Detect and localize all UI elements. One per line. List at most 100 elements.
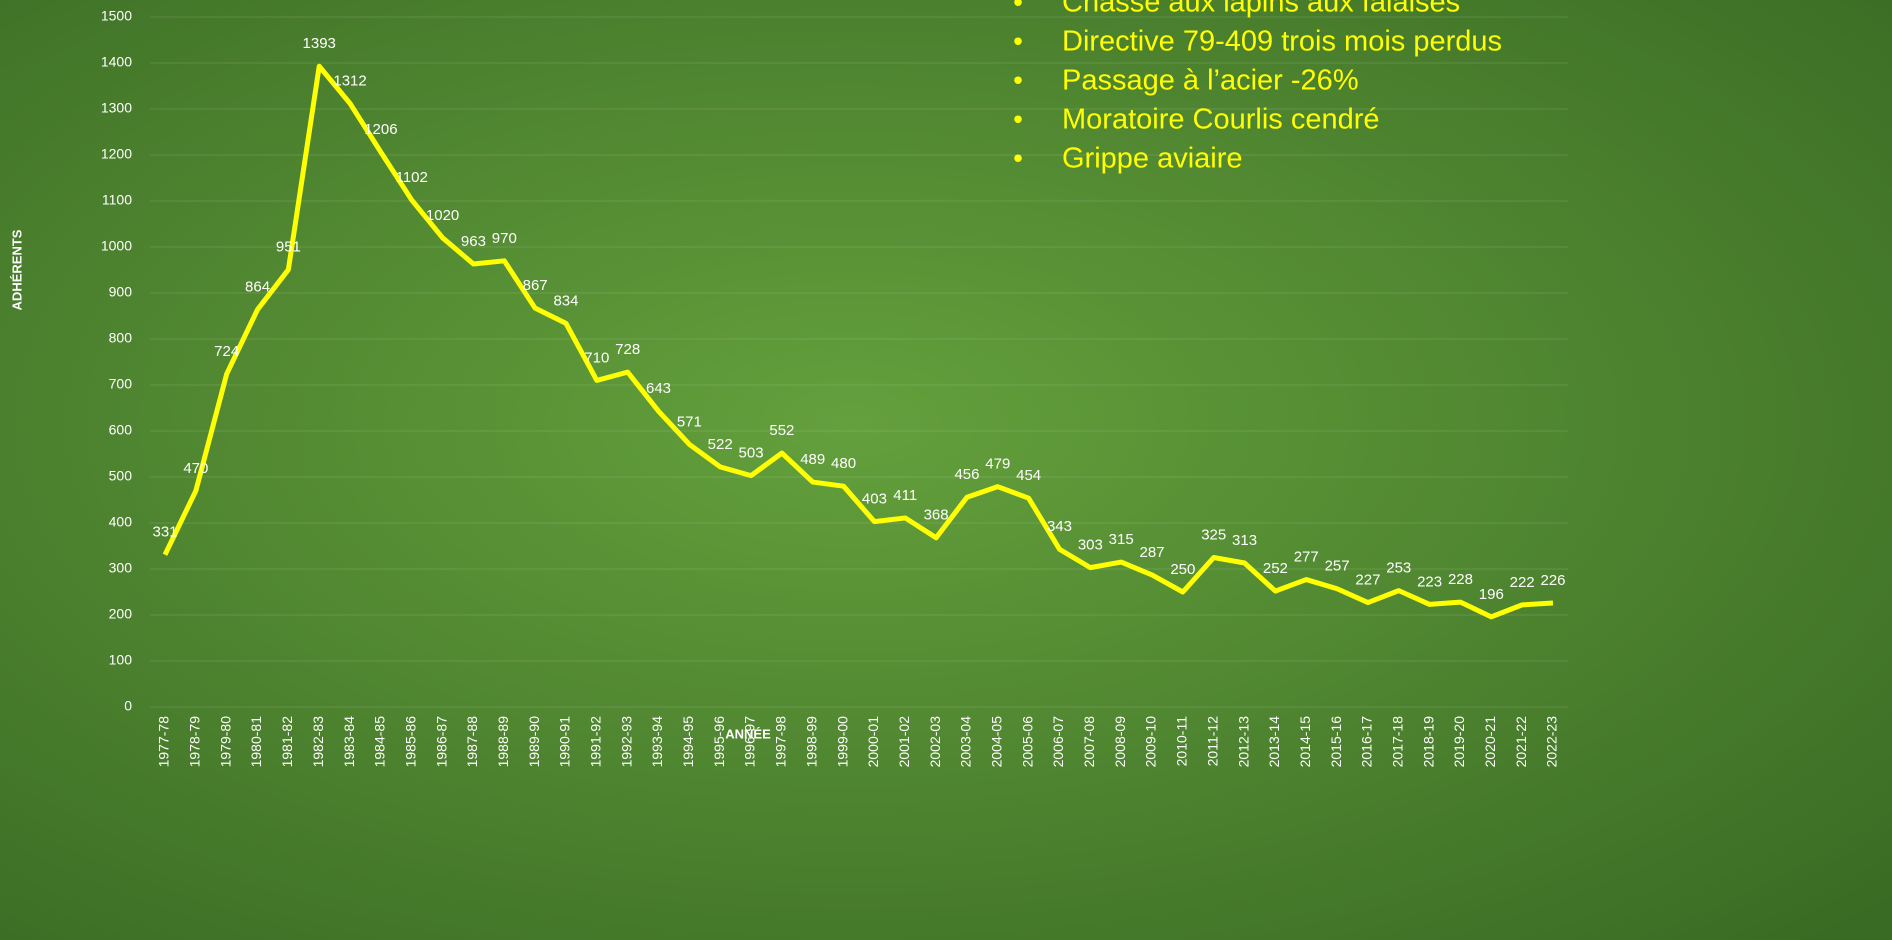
x-tick-label: 2004-05 bbox=[989, 716, 1005, 768]
data-label: 864 bbox=[245, 279, 270, 296]
data-label: 227 bbox=[1355, 572, 1380, 589]
x-tick-label: 2007-08 bbox=[1081, 716, 1097, 768]
y-tick-label: 1100 bbox=[102, 192, 132, 208]
x-tick-label: 1987-88 bbox=[464, 716, 480, 768]
x-tick-label: 1991-92 bbox=[588, 716, 604, 768]
x-tick-label: 1978-79 bbox=[187, 716, 203, 768]
data-label: 456 bbox=[954, 466, 979, 483]
x-tick-label: 2011-12 bbox=[1204, 716, 1220, 767]
data-label: 710 bbox=[584, 349, 609, 366]
y-tick-label: 900 bbox=[109, 284, 133, 300]
y-tick-label: 1200 bbox=[101, 146, 132, 162]
data-label: 970 bbox=[492, 230, 517, 247]
data-label: 325 bbox=[1201, 526, 1226, 543]
x-tick-label: 2012-13 bbox=[1235, 716, 1251, 768]
annotation-bullet: • bbox=[1013, 25, 1023, 56]
x-tick-label: 2014-15 bbox=[1297, 716, 1313, 768]
annotation: Moratoire Courlis cendré bbox=[1062, 104, 1380, 136]
data-label: 226 bbox=[1540, 572, 1565, 589]
x-tick-label: 2013-14 bbox=[1266, 716, 1282, 768]
data-label: 287 bbox=[1140, 544, 1165, 561]
data-label: 303 bbox=[1078, 537, 1103, 554]
data-label: 454 bbox=[1016, 467, 1041, 484]
x-tick-label: 1994-95 bbox=[680, 716, 696, 768]
data-label: 196 bbox=[1479, 586, 1504, 603]
annotation: Chasse aux lapins aux falaises bbox=[1062, 0, 1460, 19]
x-tick-label: 1980-81 bbox=[248, 716, 264, 768]
annotation: Grippe aviaire bbox=[1062, 143, 1243, 175]
data-label: 480 bbox=[831, 455, 856, 472]
y-tick-label: 500 bbox=[109, 468, 133, 484]
x-tick-label: 1982-83 bbox=[310, 716, 326, 768]
data-label: 223 bbox=[1417, 573, 1442, 590]
x-tick-label: 1985-86 bbox=[402, 716, 418, 768]
y-tick-label: 700 bbox=[109, 376, 133, 392]
data-label: 503 bbox=[739, 445, 764, 462]
x-tick-label: 1998-99 bbox=[803, 716, 819, 768]
y-tick-label: 1300 bbox=[101, 100, 132, 116]
data-label: 403 bbox=[862, 491, 887, 508]
x-tick-label: 1993-94 bbox=[649, 716, 665, 768]
data-label: 867 bbox=[523, 277, 548, 294]
data-label: 257 bbox=[1325, 558, 1350, 575]
x-tick-label: 1997-98 bbox=[773, 716, 789, 768]
data-label: 331 bbox=[152, 524, 177, 541]
y-tick-label: 300 bbox=[109, 560, 133, 576]
data-label: 250 bbox=[1170, 561, 1195, 578]
data-label: 1206 bbox=[364, 121, 397, 138]
y-tick-label: 100 bbox=[109, 652, 133, 668]
x-tick-label: 2008-09 bbox=[1112, 716, 1128, 768]
annotation-bullet: • bbox=[1013, 0, 1023, 17]
x-tick-label: 1995-96 bbox=[711, 716, 727, 768]
y-tick-label: 400 bbox=[109, 514, 133, 530]
annotation-bullet: • bbox=[1013, 142, 1023, 173]
data-label: 571 bbox=[677, 413, 702, 430]
data-label: 411 bbox=[893, 487, 917, 504]
data-label: 1102 bbox=[396, 169, 428, 186]
data-label: 253 bbox=[1386, 560, 1411, 577]
x-tick-label: 1988-89 bbox=[495, 716, 511, 768]
x-tick-label: 2019-20 bbox=[1451, 716, 1467, 768]
x-tick-label: 1990-91 bbox=[557, 716, 573, 768]
x-tick-label: 1999-00 bbox=[834, 716, 850, 768]
data-label: 1020 bbox=[426, 207, 459, 224]
x-tick-label: 2005-06 bbox=[1019, 716, 1035, 768]
x-tick-label: 2003-04 bbox=[958, 716, 974, 768]
x-tick-label: 2001-02 bbox=[896, 716, 912, 768]
y-tick-label: 1500 bbox=[101, 8, 132, 24]
data-label: 1393 bbox=[303, 35, 336, 52]
x-tick-label: 1984-85 bbox=[372, 716, 388, 768]
data-label: 368 bbox=[924, 507, 949, 524]
data-label: 728 bbox=[615, 341, 640, 358]
data-label: 343 bbox=[1047, 518, 1072, 535]
data-label: 228 bbox=[1448, 571, 1473, 588]
x-tick-label: 2018-19 bbox=[1420, 716, 1436, 768]
data-label: 963 bbox=[461, 233, 486, 250]
data-label: 489 bbox=[800, 451, 825, 468]
y-tick-label: 1000 bbox=[101, 238, 132, 254]
data-label: 951 bbox=[276, 239, 301, 256]
data-label: 643 bbox=[646, 380, 671, 397]
x-tick-label: 1989-90 bbox=[526, 716, 542, 768]
x-tick-label: 2016-17 bbox=[1359, 716, 1375, 768]
y-tick-label: 0 bbox=[124, 698, 132, 714]
data-label: 724 bbox=[214, 343, 239, 360]
x-tick-label: 1996-97 bbox=[742, 716, 758, 768]
data-label: 222 bbox=[1510, 574, 1535, 591]
x-tick-label: 2015-16 bbox=[1328, 716, 1344, 768]
x-tick-label: 2006-07 bbox=[1050, 716, 1066, 768]
x-tick-label: 1979-80 bbox=[217, 716, 233, 768]
x-tick-label: 2021-22 bbox=[1513, 716, 1529, 768]
data-label: 1312 bbox=[333, 72, 366, 89]
x-tick-label: 2010-11 bbox=[1174, 716, 1190, 767]
x-tick-label: 2002-03 bbox=[927, 716, 943, 768]
y-tick-label: 800 bbox=[109, 330, 133, 346]
x-axis-label: ANNÉE bbox=[725, 726, 771, 741]
annotation-bullet: • bbox=[1013, 103, 1023, 134]
data-label: 479 bbox=[985, 456, 1010, 473]
data-label: 552 bbox=[769, 422, 794, 439]
x-tick-label: 2020-21 bbox=[1482, 716, 1498, 768]
